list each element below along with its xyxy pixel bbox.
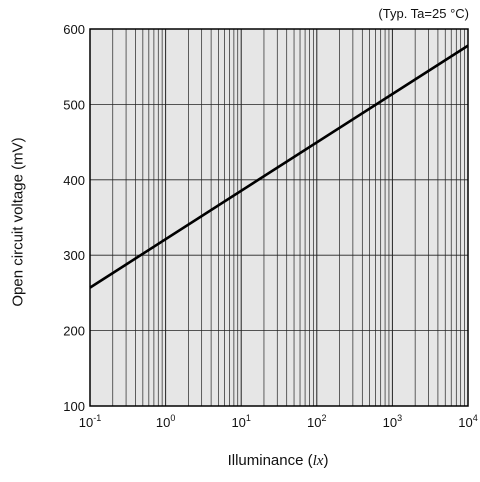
x-tick-label: 103 bbox=[383, 413, 402, 430]
x-tick-label: 10-1 bbox=[79, 413, 101, 430]
y-tick-label: 300 bbox=[63, 248, 85, 263]
y-tick-labels: 100 200 300 400 500 600 bbox=[63, 22, 85, 414]
y-tick-label: 400 bbox=[63, 173, 85, 188]
series bbox=[89, 44, 469, 289]
x-tick-label: 104 bbox=[458, 413, 477, 430]
x-tick-label: 100 bbox=[156, 413, 175, 430]
plot-frame bbox=[89, 28, 469, 407]
x-tick-label: 102 bbox=[307, 413, 326, 430]
x-axis-label-text: Illuminance bbox=[227, 452, 304, 469]
y-axis-label: Open circuit voltage (mV) bbox=[9, 137, 27, 307]
y-tick-label: 200 bbox=[63, 324, 85, 339]
y-tick-label: 500 bbox=[63, 97, 85, 112]
x-axis-label: Illuminance (lx) bbox=[227, 452, 329, 469]
y-tick-label: 600 bbox=[63, 22, 85, 37]
condition-note: (Typ. Ta=25 °C) bbox=[378, 6, 469, 21]
x-axis-unit: lx bbox=[312, 453, 324, 469]
grid bbox=[90, 29, 468, 406]
plot-area bbox=[90, 29, 468, 406]
x-tick-labels: 10-1 100 101 102 103 104 bbox=[79, 413, 478, 430]
series-line bbox=[89, 44, 469, 289]
y-tick-label: 100 bbox=[63, 399, 85, 414]
x-tick-label: 101 bbox=[231, 413, 250, 430]
